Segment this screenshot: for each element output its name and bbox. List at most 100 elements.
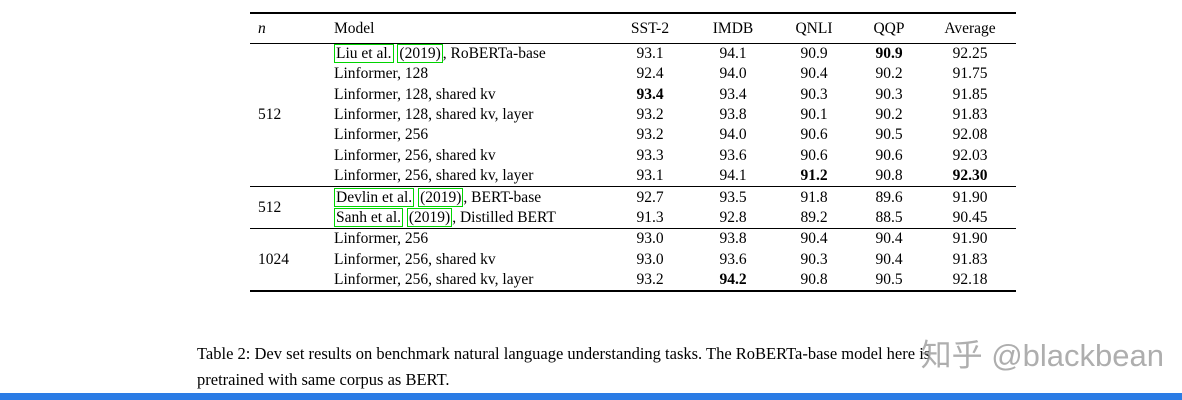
score-cell: 90.4 (875, 250, 903, 268)
score-cell: 93.4 (719, 85, 747, 103)
score-cell: 93.3 (636, 146, 664, 164)
citation-link[interactable]: Liu et al. (334, 44, 394, 63)
table-group: 512 Liu et al. (2019), RoBERTa-base 93.1 94… (250, 43, 1016, 187)
score-cell: 91.75 (952, 65, 988, 83)
model-cell: Linformer, 128 (328, 64, 608, 84)
score-cell: 90.6 (800, 126, 828, 144)
score-cell: 94.1 (719, 45, 747, 62)
score-cell: 94.0 (719, 65, 747, 83)
score-cell: 90.3 (800, 250, 828, 268)
table-row: Linformer, 128, shared kv 93.4 93.4 90.3 90.… (250, 84, 1016, 104)
score-cell: 90.4 (875, 230, 903, 248)
citation-link[interactable]: (2019) (406, 207, 453, 227)
table-row: Linformer, 256, shared kv 93.0 93.6 90.3 90.… (250, 249, 1016, 269)
score-cell: 90.6 (800, 146, 828, 164)
score-cell: 89.2 (800, 208, 828, 226)
col-header-qqp: QQP (873, 19, 905, 37)
score-cell: 93.5 (719, 188, 747, 206)
seq-length-cell: 1024 (258, 250, 289, 268)
score-cell: 90.8 (800, 270, 828, 288)
table-header-row: n Model SST-2 IMDB QNLI QQP Average (250, 13, 1016, 43)
model-cell: Linformer, 256, shared kv, layer (328, 269, 608, 290)
score-cell: 92.8 (719, 208, 747, 226)
model-text: Linformer, 256 (334, 230, 429, 248)
col-header-average: Average (944, 19, 996, 37)
score-cell: 94.2 (719, 270, 747, 288)
score-cell: 91.8 (800, 188, 828, 206)
bottom-bar (0, 393, 1182, 400)
score-cell: 91.3 (636, 208, 664, 226)
score-cell: 90.6 (875, 146, 903, 164)
table-row: 1024 Linformer, 256 93.0 93.8 90.4 90.4 91.90 (250, 228, 1016, 267)
results-table: n Model SST-2 IMDB QNLI QQP Average 512 Liu et … (250, 12, 1016, 292)
model-cell: Linformer, 256, shared kv, layer (328, 166, 608, 187)
citation-link[interactable]: Sanh et al. (334, 207, 403, 227)
model-cell: Linformer, 256 (328, 228, 608, 249)
score-cell: 92.08 (952, 126, 988, 144)
score-cell: 90.8 (875, 167, 903, 185)
score-cell: 93.1 (636, 167, 664, 185)
model-text: Linformer, 128 (334, 65, 429, 83)
score-cell: 92.4 (636, 65, 664, 83)
score-cell: 91.83 (952, 106, 988, 124)
seq-length-cell: 512 (258, 198, 282, 216)
score-cell: 93.1 (636, 45, 664, 62)
score-cell: 90.1 (800, 106, 828, 124)
score-cell: 91.83 (952, 250, 988, 268)
model-text: Linformer, 256, shared kv, layer (334, 167, 534, 185)
score-cell: 90.9 (875, 45, 903, 62)
score-cell: 90.5 (875, 270, 903, 288)
col-header-sst-2: SST-2 (630, 19, 670, 37)
score-cell: 91.2 (800, 167, 828, 185)
score-cell: 90.2 (875, 65, 903, 83)
table-row: Linformer, 128, shared kv, layer 93.2 93.8… (250, 105, 1016, 125)
results-table-container: n Model SST-2 IMDB QNLI QQP Average 512 Liu et … (250, 12, 1016, 292)
seq-length-cell: 512 (258, 106, 282, 124)
col-header-model: Model (334, 19, 375, 37)
model-text: Linformer, 256, shared kv (334, 146, 496, 164)
citation-link[interactable]: Devlin et al. (334, 187, 415, 207)
score-cell: 90.3 (875, 85, 903, 103)
score-cell: 90.9 (800, 45, 828, 62)
score-cell: 94.0 (719, 126, 747, 144)
table-row: Linformer, 256 93.2 94.0 90.6 90.5 92.08 (250, 125, 1016, 145)
score-cell: 93.2 (636, 126, 664, 144)
table-group: 1024 Linformer, 256 93.0 93.8 90.4 90.4 91.90 L… (250, 228, 1016, 291)
model-text: , Distilled BERT (452, 208, 556, 226)
score-cell: 88.5 (875, 208, 903, 226)
table-row: 512 Liu et al. (2019), RoBERTa-base 93.1 94… (250, 43, 1016, 123)
score-cell: 91.85 (952, 85, 988, 103)
model-text: , RoBERTa-base (442, 45, 546, 62)
model-cell: Devlin et al. (2019), BERT-base (328, 187, 608, 208)
table-row: Sanh et al. (2019), Distilled BERT 91.3 92… (250, 207, 1016, 228)
score-cell: 90.3 (800, 85, 828, 103)
citation-link[interactable]: (2019) (418, 187, 464, 207)
score-cell: 90.4 (800, 65, 828, 83)
model-cell: Liu et al. (2019), RoBERTa-base (328, 43, 608, 64)
score-cell: 93.6 (719, 250, 747, 268)
table-group: 512 Devlin et al. (2019), BERT-base 92.7 93… (250, 186, 1016, 229)
table-caption: Table 2: Dev set results on benchmark na… (197, 344, 931, 389)
table-row: 512 Devlin et al. (2019), BERT-base 92.7 93… (250, 187, 1016, 216)
col-header-imdb: IMDB (712, 19, 754, 37)
score-cell: 93.0 (636, 230, 664, 248)
score-cell: 91.90 (952, 230, 988, 248)
score-cell: 90.2 (875, 106, 903, 124)
score-cell: 93.0 (636, 250, 664, 268)
score-cell: 91.90 (952, 188, 988, 206)
score-cell: 93.6 (719, 146, 747, 164)
model-text: Linformer, 128, shared kv, layer (334, 106, 534, 124)
score-cell: 93.2 (636, 270, 664, 288)
score-cell: 90.5 (875, 126, 903, 144)
citation-link[interactable]: (2019) (397, 44, 443, 63)
score-cell: 90.4 (800, 230, 828, 248)
model-cell: Linformer, 128, shared kv (328, 84, 608, 104)
model-text: , BERT-base (463, 188, 542, 206)
table-row: Linformer, 256, shared kv, layer 93.2 94.2… (250, 269, 1016, 290)
score-cell: 92.18 (952, 270, 988, 288)
model-text: Linformer, 256 (334, 126, 429, 144)
score-cell: 92.7 (636, 188, 664, 206)
table-row: Linformer, 128 92.4 94.0 90.4 90.2 91.75 (250, 64, 1016, 84)
model-cell: Sanh et al. (2019), Distilled BERT (328, 207, 608, 228)
